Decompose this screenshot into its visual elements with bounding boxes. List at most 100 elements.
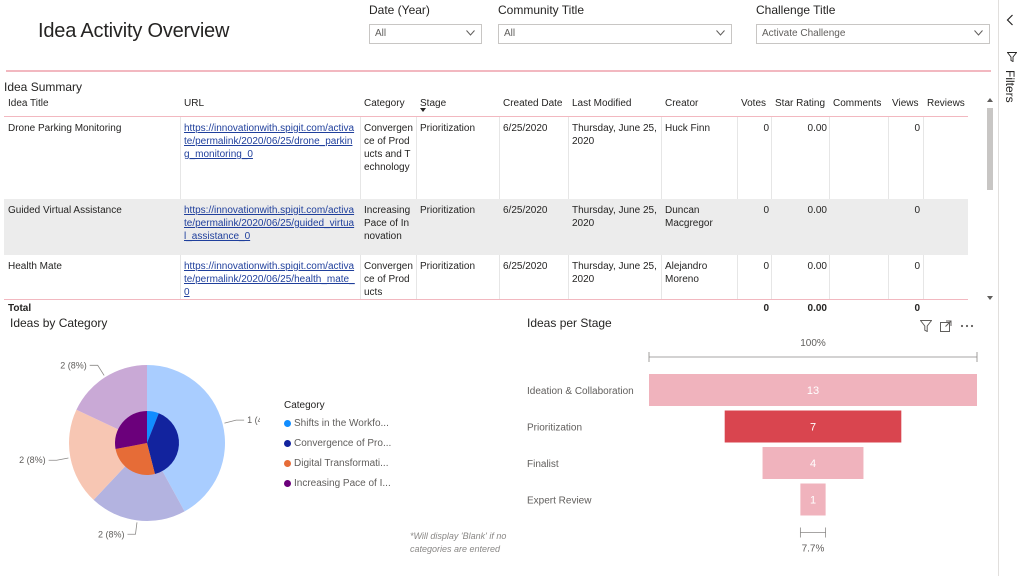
pie-outer-slice[interactable] (93, 443, 185, 521)
total-row: Total 0 0.00 0 (4, 300, 968, 316)
column-header-creator[interactable]: Creator (665, 98, 699, 109)
legend-item[interactable]: Convergence of Pro... (284, 437, 391, 457)
cell-stage: Prioritization (420, 261, 476, 272)
pie-data-label: 2 (8%) (60, 360, 87, 370)
focus-mode-icon[interactable] (940, 320, 952, 332)
pie-data-label: 1 (4%) (247, 415, 260, 425)
pie-outer-slice[interactable] (69, 409, 147, 500)
community-title-dropdown[interactable]: All (498, 24, 732, 44)
more-options-icon[interactable] (960, 320, 974, 332)
ideas-per-stage-funnel-chart[interactable]: 100% 13 Ideation & Collaboration 7 Prioritiz… (500, 330, 990, 560)
cell-views: 0 (914, 205, 920, 216)
legend-item[interactable]: Shifts in the Workfo... (284, 417, 391, 437)
filters-pane[interactable]: Filters (998, 0, 1024, 576)
chevron-left-icon[interactable] (1006, 14, 1014, 26)
funnel-category-label: Finalist (527, 459, 559, 470)
cell-creator: Huck Finn (665, 123, 711, 134)
pie-inner-slice[interactable] (115, 411, 147, 449)
challenge-title-dropdown[interactable]: Activate Challenge (756, 24, 990, 44)
table-title: Idea Summary (4, 80, 83, 94)
slicer-label: Challenge Title (756, 3, 836, 17)
sort-descending-icon (420, 108, 426, 112)
cell-views: 0 (914, 261, 920, 272)
pie-leader-line (48, 457, 69, 461)
total-votes: 0 (763, 303, 769, 314)
cell-idea-title: Health Mate (8, 261, 62, 272)
total-label: Total (8, 303, 32, 314)
pie-inner-slice[interactable] (115, 443, 155, 475)
cell-star-rating: 0.00 (807, 261, 827, 272)
cell-category: Convergence of Products (364, 261, 413, 298)
scroll-up-icon[interactable] (987, 98, 993, 102)
ideas-by-category-pie-chart[interactable]: 1 (4%) 2 (8%) 2 (8%) 2 (8%) (0, 340, 260, 550)
header-underline (4, 116, 968, 117)
column-header-stage[interactable]: Stage (420, 98, 447, 109)
legend-dot (284, 480, 291, 487)
funnel-chart-title: Ideas per Stage (527, 316, 612, 330)
scroll-down-icon[interactable] (987, 296, 993, 300)
table-row[interactable]: Drone Parking Monitoring https://innovat… (4, 117, 968, 199)
cell-last-modified: Thursday, June 25, 2020 (572, 123, 657, 147)
legend-dot (284, 420, 291, 427)
pie-data-label: 2 (8%) (98, 529, 125, 539)
column-header-votes[interactable]: Votes (741, 98, 767, 109)
funnel-category-label: Ideation & Collaboration (527, 386, 634, 397)
cell-star-rating: 0.00 (807, 205, 827, 216)
chevron-down-icon (974, 30, 983, 36)
cell-creator: Duncan Macgregor (665, 205, 713, 229)
column-header-last-modified[interactable]: Last Modified (572, 98, 632, 109)
chevron-down-icon (716, 30, 725, 36)
scroll-thumb[interactable] (987, 108, 993, 190)
cell-stage: Prioritization (420, 123, 476, 134)
date-year-dropdown[interactable]: All (369, 24, 482, 44)
legend-label: Shifts in the Workfo... (294, 418, 389, 429)
column-header-created-date[interactable]: Created Date (503, 98, 563, 109)
page-title: Idea Activity Overview (38, 20, 230, 42)
column-header-views[interactable]: Views (892, 98, 919, 109)
slicer-value: All (375, 28, 387, 39)
pie-outer-slice[interactable] (147, 365, 226, 512)
funnel-bar[interactable] (762, 447, 864, 479)
pie-inner-slice[interactable] (147, 411, 159, 443)
table-row[interactable]: Health Mate https://innovationwith.spigi… (4, 255, 968, 299)
column-header-url[interactable]: URL (184, 98, 205, 109)
pie-inner-slice[interactable] (147, 413, 179, 474)
legend-item[interactable]: Increasing Pace of I... (284, 477, 391, 497)
legend-item[interactable]: Digital Transformati... (284, 457, 391, 477)
funnel-value-label: 7 (810, 422, 816, 434)
slicer-community-title: Community Title All (498, 2, 732, 44)
pie-chart-title: Ideas by Category (10, 316, 108, 330)
cell-star-rating: 0.00 (807, 123, 827, 134)
cell-url-link[interactable]: https://innovationwith.spigit.com/activa… (184, 261, 355, 298)
pie-leader-line (224, 419, 245, 424)
column-header-star-rating[interactable]: Star Rating (775, 98, 826, 109)
slicer-challenge-title: Challenge Title Activate Challenge (756, 2, 990, 44)
filters-label[interactable]: Filters (1003, 70, 1017, 103)
legend-label: Convergence of Pro... (294, 438, 392, 449)
column-header-idea-title[interactable]: Idea Title (8, 98, 49, 109)
legend-dot (284, 460, 291, 467)
cell-category: Convergence of Products and Technology (364, 123, 413, 173)
pie-leader-line (127, 522, 138, 535)
cell-last-modified: Thursday, June 25, 2020 (572, 205, 657, 229)
table-scrollbar[interactable] (985, 96, 995, 302)
cell-url-link[interactable]: https://innovationwith.spigit.com/activa… (184, 123, 355, 160)
visual-header-icons (920, 320, 974, 332)
column-header-comments[interactable]: Comments (833, 98, 882, 109)
funnel-bar[interactable] (724, 410, 902, 443)
column-header-reviews[interactable]: Reviews (927, 98, 965, 109)
table-row[interactable]: Guided Virtual Assistance https://innova… (4, 199, 968, 255)
funnel-top-bracket (648, 352, 978, 362)
cell-idea-title: Guided Virtual Assistance (8, 205, 122, 216)
cell-url-link[interactable]: https://innovationwith.spigit.com/activa… (184, 205, 355, 242)
slicer-label: Community Title (498, 3, 585, 17)
total-views: 0 (914, 303, 920, 314)
column-header-category[interactable]: Category (364, 98, 405, 109)
funnel-bottom-bracket (799, 527, 827, 538)
funnel-bar[interactable] (649, 374, 977, 406)
cell-votes: 0 (763, 123, 769, 134)
funnel-value-label: 4 (810, 458, 816, 470)
filter-icon[interactable] (920, 320, 932, 332)
funnel-bar[interactable] (800, 483, 826, 516)
